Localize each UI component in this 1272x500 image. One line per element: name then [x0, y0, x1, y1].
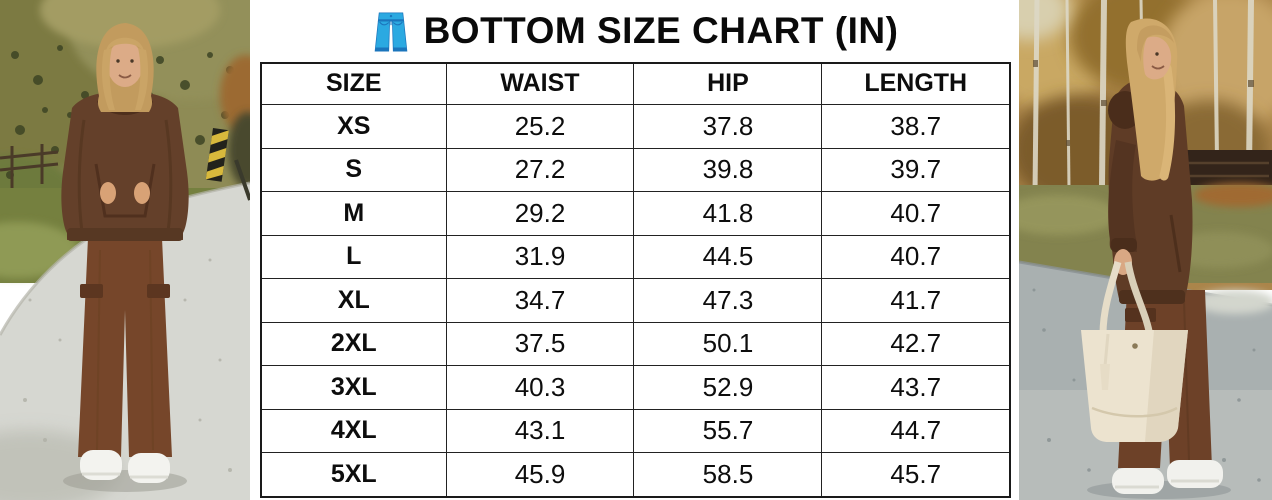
length-value-cell: 40.7: [821, 234, 1011, 280]
waist-value-cell: 25.2: [445, 103, 635, 149]
size-label-cell: 5XL: [260, 452, 447, 498]
size-label-cell: 3XL: [260, 365, 447, 410]
table-row: M 29.2 41.8 40.7: [260, 191, 1011, 236]
column-header-size: SIZE: [260, 62, 447, 105]
model-front: [61, 23, 189, 492]
waist-value-cell: 37.5: [445, 321, 635, 367]
table-row: 3XL 40.3 52.9 43.7: [260, 365, 1011, 410]
length-value-cell: 40.7: [821, 191, 1011, 236]
length-value-cell: 39.7: [821, 147, 1011, 193]
size-label-cell: S: [260, 147, 447, 193]
table-row: 4XL 43.1 55.7 44.7: [260, 408, 1011, 454]
hip-value-cell: 37.8: [633, 103, 823, 149]
column-header-hip: HIP: [633, 62, 823, 105]
length-value-cell: 45.7: [821, 452, 1011, 498]
length-value-cell: 41.7: [821, 278, 1011, 323]
hip-value-cell: 47.3: [633, 278, 823, 323]
size-label-cell: 2XL: [260, 321, 447, 367]
table-row: XS 25.2 37.8 38.7: [260, 103, 1011, 149]
hip-value-cell: 39.8: [633, 147, 823, 193]
waist-value-cell: 45.9: [445, 452, 635, 498]
model-photo-side: [1019, 0, 1272, 500]
hip-value-cell: 52.9: [633, 365, 823, 410]
chart-title-bar: BOTTOM SIZE CHART (IN): [250, 4, 1019, 58]
size-label-cell: XL: [260, 278, 447, 323]
model-side-illustration: [1019, 0, 1272, 500]
length-value-cell: 44.7: [821, 408, 1011, 454]
size-label-cell: XS: [260, 103, 447, 149]
length-value-cell: 42.7: [821, 321, 1011, 367]
hip-value-cell: 55.7: [633, 408, 823, 454]
length-value-cell: 38.7: [821, 103, 1011, 149]
hip-value-cell: 50.1: [633, 321, 823, 367]
model-front-illustration: [0, 0, 250, 500]
model-side: [1081, 18, 1231, 499]
column-header-length: LENGTH: [821, 62, 1011, 105]
size-label-cell: M: [260, 191, 447, 236]
header-row: SIZE WAIST HIP LENGTH: [260, 62, 1011, 105]
size-table: SIZE WAIST HIP LENGTH XS 25.2 37.8 38.7 …: [260, 62, 1011, 498]
table-row: S 27.2 39.8 39.7: [260, 147, 1011, 193]
waist-value-cell: 43.1: [445, 408, 635, 454]
size-label-cell: L: [260, 234, 447, 280]
length-value-cell: 43.7: [821, 365, 1011, 410]
waist-value-cell: 34.7: [445, 278, 635, 323]
hip-value-cell: 44.5: [633, 234, 823, 280]
size-label-cell: 4XL: [260, 408, 447, 454]
table-row: XL 34.7 47.3 41.7: [260, 278, 1011, 323]
page-title: BOTTOM SIZE CHART (IN): [423, 10, 899, 51]
hip-value-cell: 58.5: [633, 452, 823, 498]
table-row: 5XL 45.9 58.5 45.7: [260, 452, 1011, 498]
waist-value-cell: 40.3: [445, 365, 635, 410]
waist-value-cell: 31.9: [445, 234, 635, 280]
waist-value-cell: 29.2: [445, 191, 635, 236]
hip-value-cell: 41.8: [633, 191, 823, 236]
table-row: 2XL 37.5 50.1 42.7: [260, 321, 1011, 367]
column-header-waist: WAIST: [445, 62, 635, 105]
table-row: L 31.9 44.5 40.7: [260, 234, 1011, 280]
road-barrier: [205, 128, 229, 182]
model-photo-front: [0, 0, 250, 500]
size-chart-panel: BOTTOM SIZE CHART (IN) SIZE WAIST HIP LE…: [250, 0, 1019, 500]
jeans-icon: [371, 9, 411, 55]
waist-value-cell: 27.2: [445, 147, 635, 193]
